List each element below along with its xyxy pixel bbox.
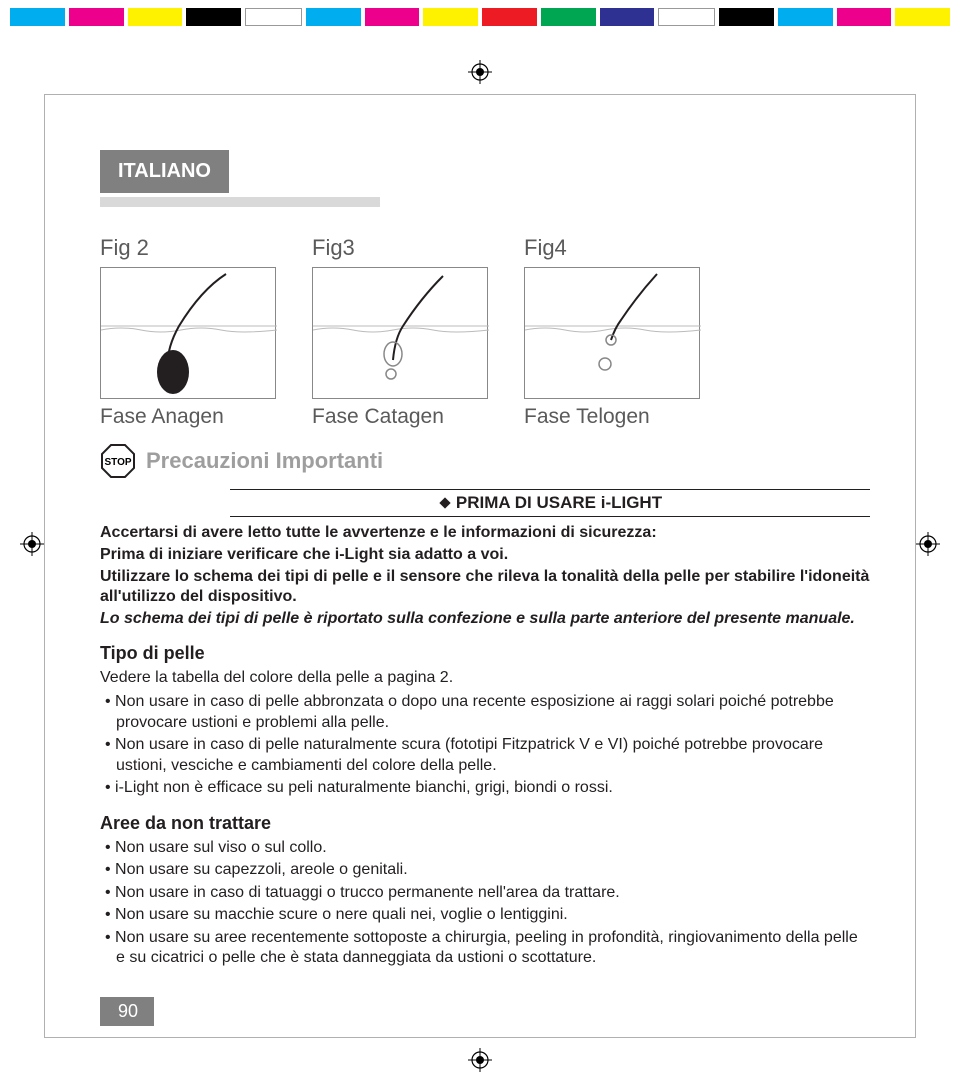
- swatch: [423, 8, 478, 26]
- tab-underline: [100, 197, 380, 207]
- bullet-item: Non usare in caso di pelle abbronzata o …: [100, 692, 870, 733]
- swatch: [658, 8, 715, 26]
- registration-mark-icon: [468, 1048, 492, 1072]
- intro-line-3: Utilizzare lo schema dei tipi di pelle e…: [100, 567, 870, 607]
- swatch: [186, 8, 241, 26]
- bullet-item: Non usare sul viso o sul collo.: [100, 838, 870, 858]
- swatch: [541, 8, 596, 26]
- print-color-bar: [0, 0, 960, 32]
- page-number: 90: [100, 997, 154, 1026]
- intro-line-1: Accertarsi di avere letto tutte le avver…: [100, 523, 870, 543]
- skin-type-lead: Vedere la tabella del colore della pelle…: [100, 668, 870, 688]
- diamond-icon: [438, 496, 452, 510]
- figure-label: Fig 2: [100, 235, 276, 261]
- phase-label: Fase Anagen: [100, 405, 276, 429]
- bullet-item: Non usare in caso di pelle naturalmente …: [100, 735, 870, 776]
- bullet-item: Non usare in caso di tatuaggi o trucco p…: [100, 883, 870, 903]
- bullet-item: Non usare su macchie scure o nere quali …: [100, 905, 870, 925]
- figure-column: Fig 2: [100, 235, 276, 399]
- swatch: [365, 8, 420, 26]
- bullet-item: i-Light non è efficace su peli naturalme…: [100, 778, 870, 798]
- skin-type-heading: Tipo di pelle: [100, 643, 870, 664]
- swatch: [10, 8, 65, 26]
- phase-labels-row: Fase Anagen Fase Catagen Fase Telogen: [100, 405, 870, 429]
- bullet-item: Non usare su aree recentemente sottopost…: [100, 928, 870, 969]
- figure-label: Fig4: [524, 235, 700, 261]
- figure-label: Fig3: [312, 235, 488, 261]
- language-tab: ITALIANO: [100, 150, 229, 193]
- before-use-text: PRIMA DI USARE i-LIGHT: [456, 493, 662, 512]
- swatch: [128, 8, 183, 26]
- before-use-heading: PRIMA DI USARE i-LIGHT: [230, 489, 870, 517]
- intro-line-2: Prima di iniziare verificare che i-Light…: [100, 545, 870, 565]
- figure-anagen: [100, 267, 276, 399]
- figure-telogen: [524, 267, 700, 399]
- figure-catagen: [312, 267, 488, 399]
- stop-text: STOP: [104, 457, 131, 468]
- figure-row: Fig 2 Fig3: [100, 235, 870, 399]
- intro-line-4: Lo schema dei tipi di pelle è riportato …: [100, 609, 870, 629]
- swatch: [837, 8, 892, 26]
- swatch: [600, 8, 655, 26]
- registration-mark-icon: [468, 60, 492, 84]
- swatch: [245, 8, 302, 26]
- figure-column: Fig3: [312, 235, 488, 399]
- no-treat-bullets: Non usare sul viso o sul collo. Non usar…: [100, 838, 870, 969]
- stop-icon: STOP: [100, 443, 136, 479]
- bullet-item: Non usare su capezzoli, areole o genital…: [100, 860, 870, 880]
- page-content: ITALIANO Fig 2 Fig3: [100, 150, 870, 983]
- swatch: [895, 8, 950, 26]
- swatch: [778, 8, 833, 26]
- swatch: [69, 8, 124, 26]
- registration-mark-icon: [20, 532, 44, 556]
- swatch: [719, 8, 774, 26]
- swatch: [306, 8, 361, 26]
- skin-type-bullets: Non usare in caso di pelle abbronzata o …: [100, 692, 870, 798]
- phase-label: Fase Catagen: [312, 405, 488, 429]
- figure-column: Fig4: [524, 235, 700, 399]
- precautions-title: Precauzioni Importanti: [146, 448, 383, 474]
- swatch: [482, 8, 537, 26]
- registration-mark-icon: [916, 532, 940, 556]
- precautions-header: STOP Precauzioni Importanti: [100, 443, 870, 479]
- no-treat-heading: Aree da non trattare: [100, 813, 870, 834]
- phase-label: Fase Telogen: [524, 405, 700, 429]
